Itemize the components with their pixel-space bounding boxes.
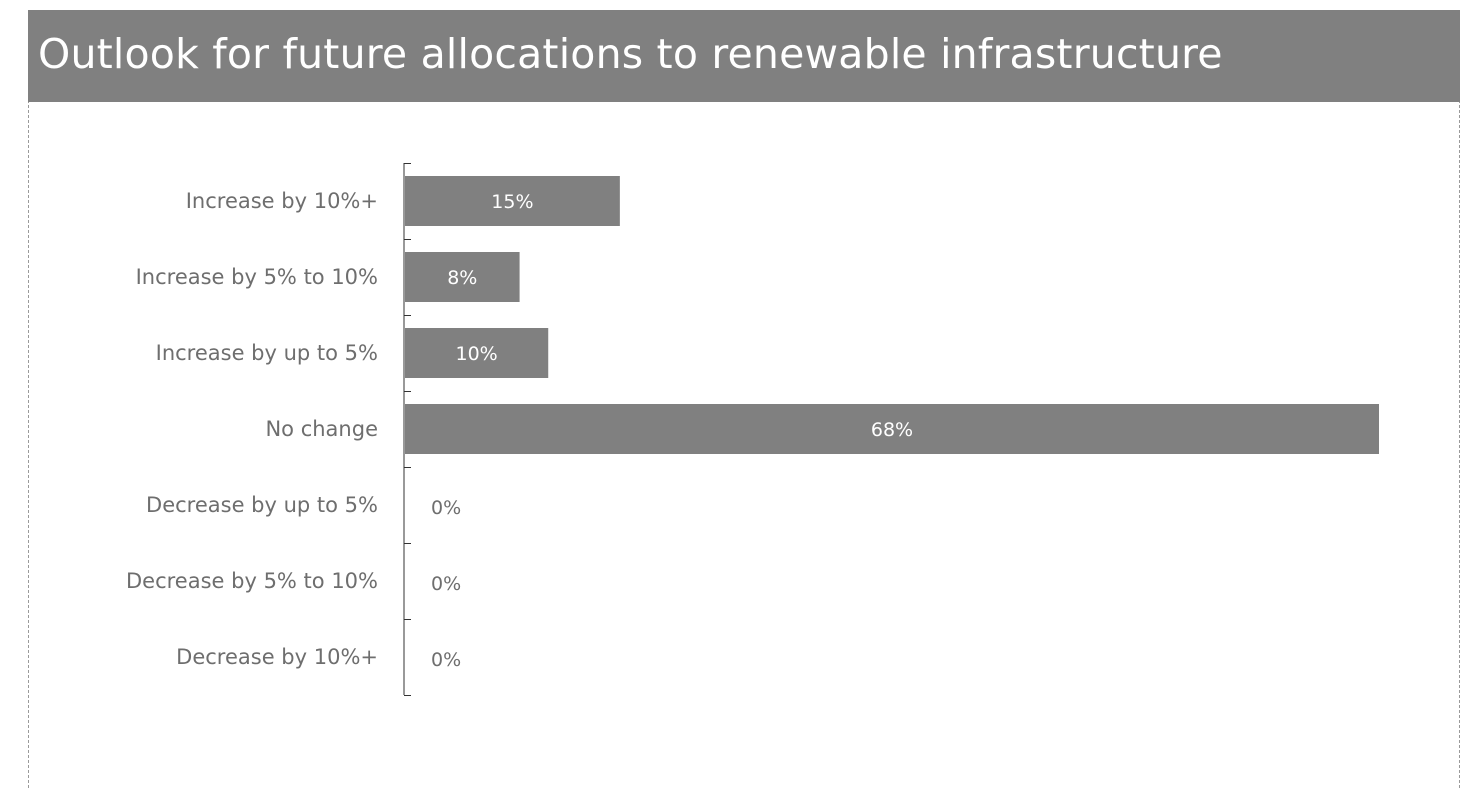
value-label: 0% (431, 649, 461, 671)
bars-layer (405, 176, 1379, 454)
bar (405, 252, 520, 302)
category-label: Decrease by 10%+ (176, 645, 378, 669)
category-label: No change (265, 417, 378, 441)
chart-title: Outlook for future allocations to renewa… (38, 30, 1223, 78)
category-label: Decrease by up to 5% (146, 493, 378, 517)
category-label: Increase by 5% to 10% (136, 265, 378, 289)
category-label: Increase by 10%+ (186, 189, 378, 213)
value-label: 15% (491, 191, 533, 213)
category-label: Increase by up to 5% (156, 341, 378, 365)
category-label: Decrease by 5% to 10% (126, 569, 378, 593)
axis-layer (403, 163, 411, 696)
chart-panel (28, 10, 1460, 788)
value-label: 8% (447, 267, 477, 289)
value-label: 0% (431, 497, 461, 519)
bar (405, 404, 1379, 454)
labels-layer: Increase by 10%+ 15% Increase by 5% to 10%… (126, 189, 913, 671)
value-label: 10% (456, 343, 498, 365)
value-label: 0% (431, 573, 461, 595)
bar (405, 176, 620, 226)
value-label: 68% (871, 419, 913, 441)
bar (405, 328, 549, 378)
title-bar: Outlook for future allocations to renewa… (28, 10, 1460, 102)
